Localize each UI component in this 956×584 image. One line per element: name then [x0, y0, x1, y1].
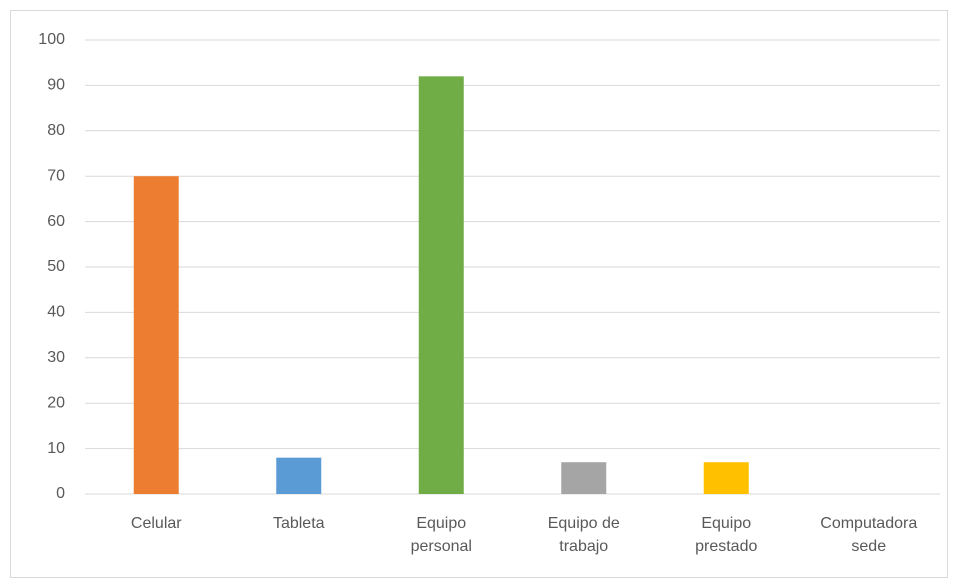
- bar: [133, 176, 179, 494]
- x-tick-label-line: personal: [411, 538, 472, 555]
- x-tick-label: Equipo prestado: [695, 515, 757, 555]
- y-tick-label: 60: [47, 213, 65, 230]
- x-tick-label: Equipo personal: [411, 515, 472, 555]
- y-tick-label: 80: [47, 122, 65, 139]
- x-tick-label: Tableta: [273, 515, 325, 532]
- x-tick-label: Equipo de trabajo: [548, 515, 620, 555]
- x-tick-label-line: Computadora: [820, 515, 917, 532]
- y-tick-label: 70: [47, 167, 65, 184]
- x-tick-label-line: Equipo: [416, 515, 466, 532]
- x-tick-label-line: sede: [851, 538, 886, 555]
- bar: [276, 457, 322, 494]
- y-tick-label: 100: [38, 31, 65, 48]
- x-tick-label: Computadora sede: [820, 515, 917, 555]
- x-tick-label-line: prestado: [695, 538, 757, 555]
- x-tick-label-line: Celular: [131, 515, 182, 532]
- x-tick-label: Celular: [131, 515, 182, 532]
- bar: [703, 462, 749, 494]
- y-tick-label: 50: [47, 258, 65, 275]
- x-tick-label-line: Tableta: [273, 515, 325, 532]
- y-tick-label: 10: [47, 440, 65, 457]
- bar: [418, 76, 464, 494]
- y-tick-label: 30: [47, 349, 65, 366]
- y-tick-label: 20: [47, 394, 65, 411]
- x-tick-label-line: Equipo de: [548, 515, 620, 532]
- x-tick-label-line: trabajo: [559, 538, 608, 555]
- y-tick-label: 40: [47, 304, 65, 321]
- y-tick-label: 90: [47, 77, 65, 94]
- x-tick-label-line: Equipo: [701, 515, 751, 532]
- y-tick-label: 0: [56, 485, 65, 502]
- bar: [561, 462, 607, 494]
